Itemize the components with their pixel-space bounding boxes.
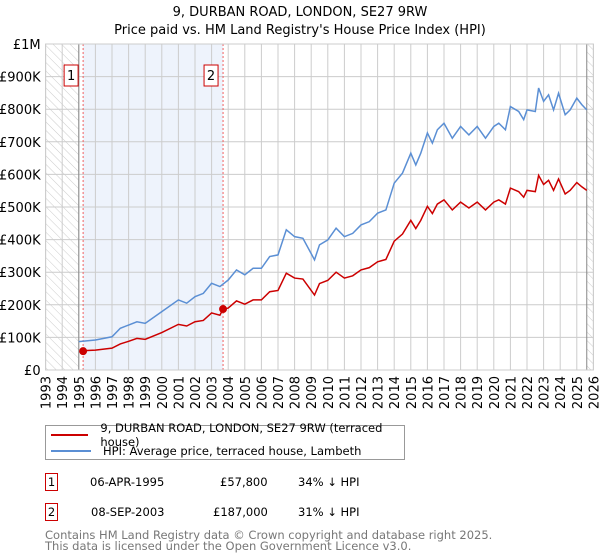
x-tick-label: 1998 — [123, 376, 138, 409]
x-tick-label: 2011 — [338, 376, 353, 409]
blue-line-swatch — [51, 450, 91, 452]
legend-label: HPI: Average price, terraced house, Lamb… — [103, 444, 362, 458]
x-tick-label: 2020 — [488, 376, 503, 409]
x-tick-label: 2023 — [538, 376, 553, 409]
y-tick-label: £600K — [0, 168, 41, 183]
chart-title: 9, DURBAN ROAD, LONDON, SE27 9RW — [173, 5, 428, 20]
legend-label: 9, DURBAN ROAD, LONDON, SE27 9RW (terrac… — [100, 421, 383, 449]
sale-point — [219, 305, 228, 314]
footer: Contains HM Land Registry data © Crown c… — [45, 528, 493, 553]
hpi-line — [78, 87, 588, 343]
sale-date: 08-SEP-2003 — [91, 505, 165, 519]
x-tick-label: 2009 — [305, 376, 320, 409]
x-tick-label: 1994 — [56, 376, 71, 409]
sale-hpi-diff: 34% ↓ HPI — [298, 475, 360, 489]
y-tick-label: £1M — [13, 38, 41, 53]
sale-label-box — [203, 64, 219, 87]
x-tick-label: 2021 — [504, 376, 519, 409]
x-tick-label: 1999 — [139, 376, 154, 409]
sale-date: 06-APR-1995 — [90, 475, 165, 489]
x-tick-label: 2022 — [521, 376, 536, 409]
y-tick-label: £900K — [0, 71, 41, 86]
sale-price: £187,000 — [213, 505, 268, 519]
sale-row: 2 08-SEP-2003 £187,000 31% ↓ HPI — [45, 503, 405, 523]
x-tick-label: 2017 — [438, 376, 453, 409]
y-tick-label: £500K — [0, 201, 41, 216]
x-tick-label: 2010 — [322, 376, 337, 409]
x-tick-label: 2019 — [471, 376, 486, 409]
x-tick-label: 2015 — [405, 376, 420, 409]
sale-label-box — [63, 64, 79, 87]
footer-line: Contains HM Land Registry data © Crown c… — [45, 528, 493, 542]
x-tick-label: 2006 — [255, 376, 270, 409]
x-tick-label: 2008 — [289, 376, 304, 409]
x-tick-label: 2026 — [587, 376, 600, 409]
x-tick-label: 2024 — [554, 376, 569, 409]
legend: 9, DURBAN ROAD, LONDON, SE27 9RW (terrac… — [45, 421, 405, 460]
sale-row: 1 06-APR-1995 £57,800 34% ↓ HPI — [45, 473, 405, 493]
x-tick-label: 2003 — [206, 376, 221, 409]
x-tick-label: 2013 — [372, 376, 387, 409]
price-chart: 9, DURBAN ROAD, LONDON, SE27 9RW Price p… — [0, 5, 600, 409]
y-tick-label: £200K — [0, 299, 41, 314]
y-tick-label: £300K — [0, 266, 41, 281]
y-tick-label: £700K — [0, 136, 41, 151]
legend-item-hpi: HPI: Average price, terraced house, Lamb… — [46, 443, 361, 459]
chart-subtitle: Price paid vs. HM Land Registry's House … — [114, 23, 486, 38]
sale-hpi-diff: 31% ↓ HPI — [298, 505, 360, 519]
x-tick-label: 2014 — [388, 376, 403, 409]
price-paid-line — [83, 173, 588, 352]
x-tick-label: 2012 — [355, 376, 370, 409]
x-tick-label: 2016 — [421, 376, 436, 409]
x-tick-label: 2018 — [455, 376, 470, 409]
x-tick-label: 2004 — [222, 376, 237, 409]
sale-label: 2 — [207, 69, 215, 84]
y-tick-label: £0 — [24, 364, 41, 379]
sale-price: £57,800 — [220, 475, 268, 489]
x-tick-label: 1993 — [40, 376, 55, 409]
x-tick-label: 2005 — [239, 376, 254, 409]
red-line-swatch — [51, 434, 89, 436]
y-tick-label: £100K — [0, 331, 41, 346]
x-tick-label: 2002 — [189, 376, 204, 409]
y-tick-label: £800K — [0, 103, 41, 118]
y-tick-label: £400K — [0, 234, 41, 249]
legend-item-property: 9, DURBAN ROAD, LONDON, SE27 9RW (terrac… — [46, 421, 404, 449]
x-tick-label: 2000 — [156, 376, 171, 409]
sale-badge: 1 — [45, 473, 58, 491]
x-tick-label: 2001 — [172, 376, 187, 409]
x-tick-label: 1996 — [89, 376, 104, 409]
sale-point — [79, 347, 88, 356]
x-tick-label: 1995 — [73, 376, 88, 409]
sale-badge: 2 — [45, 503, 58, 521]
sale-label: 1 — [67, 69, 75, 84]
footer-line: This data is licensed under the Open Gov… — [45, 539, 412, 553]
x-tick-label: 1997 — [106, 376, 121, 409]
x-tick-label: 2025 — [571, 376, 586, 409]
plot-border — [45, 43, 594, 371]
x-tick-label: 2007 — [272, 376, 287, 409]
